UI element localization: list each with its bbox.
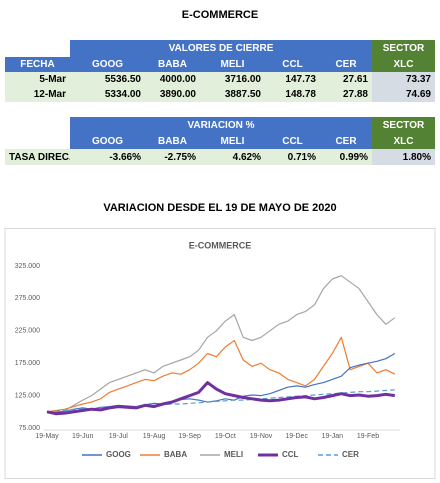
column-header: XLC bbox=[372, 133, 435, 149]
column-header: CER bbox=[320, 57, 372, 72]
column-header: XLC bbox=[372, 57, 435, 72]
legend-label: MELI bbox=[224, 450, 243, 459]
x-tick-label: 19-Jan bbox=[322, 433, 344, 440]
table-cell: 5-Mar bbox=[5, 72, 70, 87]
table-cell: 27.61 bbox=[320, 72, 372, 87]
table-cell: 4000.00 bbox=[145, 72, 200, 87]
table-cell: -3.66% bbox=[70, 149, 145, 165]
table-cell: 74.69 bbox=[372, 87, 435, 102]
x-tick-label: 19-Nov bbox=[250, 433, 273, 440]
table-cell: 1.80% bbox=[372, 149, 435, 165]
chart-heading: VARIACION DESDE EL 19 DE MAYO DE 2020 bbox=[103, 202, 337, 214]
y-tick-label: 275.000 bbox=[15, 295, 40, 302]
x-tick-label: 19-Sep bbox=[178, 433, 201, 440]
column-header: CCL bbox=[265, 57, 320, 72]
column-header: GOOG bbox=[70, 57, 145, 72]
table-cell: 148.78 bbox=[265, 87, 320, 102]
table-cell: 73.37 bbox=[372, 72, 435, 87]
table-cell: 5334.00 bbox=[70, 87, 145, 102]
x-tick-label: 19-Jul bbox=[109, 433, 129, 440]
y-tick-label: 75.000 bbox=[19, 425, 41, 432]
table-cell: -2.75% bbox=[145, 149, 200, 165]
column-header: FECHA bbox=[5, 57, 70, 72]
table-cell: 27.88 bbox=[320, 87, 372, 102]
column-header: MELI bbox=[200, 133, 265, 149]
series-line bbox=[46, 336, 396, 413]
series-line bbox=[46, 352, 396, 413]
column-header: CER bbox=[320, 133, 372, 149]
column-header: BABA bbox=[145, 57, 200, 72]
x-tick-label: 19-Oct bbox=[215, 433, 236, 440]
table-cell: 12-Mar bbox=[5, 87, 70, 102]
column-header: GOOG bbox=[70, 133, 145, 149]
y-tick-label: 175.000 bbox=[15, 360, 40, 367]
page-title: E-COMMERCE bbox=[181, 9, 259, 21]
y-tick-label: 325.000 bbox=[15, 263, 40, 270]
x-tick-label: 19-Jun bbox=[72, 433, 94, 440]
table-cell: 147.73 bbox=[265, 72, 320, 87]
chart: E-COMMERCE 75.000 125.000 175.000 225.000 27… bbox=[4, 228, 436, 479]
column-header: MELI bbox=[200, 57, 265, 72]
table-cell: 0.71% bbox=[265, 149, 320, 165]
table-cell: 0.99% bbox=[320, 149, 372, 165]
group-header: VALORES DE CIERRE bbox=[70, 40, 372, 57]
x-tick-label: 19-Feb bbox=[357, 433, 379, 440]
legend-label: BABA bbox=[164, 450, 187, 459]
table-cell: TASA DIREC. bbox=[5, 149, 72, 165]
legend-label: GOOG bbox=[106, 450, 131, 459]
group-header: VARIACION % bbox=[70, 117, 372, 133]
series-line bbox=[46, 381, 396, 416]
table-cell: 3716.00 bbox=[200, 72, 265, 87]
table-cell: 3887.50 bbox=[200, 87, 265, 102]
legend-label: CER bbox=[342, 450, 359, 459]
chart-title: E-COMMERCE bbox=[189, 240, 252, 250]
sector-header: SECTOR bbox=[372, 40, 435, 57]
y-tick-label: 125.000 bbox=[15, 392, 40, 399]
x-tick-label: 19-Dec bbox=[285, 433, 308, 440]
series-line bbox=[46, 275, 396, 414]
table-cell: 5536.50 bbox=[70, 72, 145, 87]
x-tick-label: 19-May bbox=[35, 433, 59, 440]
y-tick-label: 225.000 bbox=[15, 328, 40, 335]
table-cell: 4.62% bbox=[200, 149, 265, 165]
column-header: CCL bbox=[265, 133, 320, 149]
sector-header: SECTOR bbox=[372, 117, 435, 133]
legend-label: CCL bbox=[282, 450, 299, 459]
x-tick-label: 19-Aug bbox=[143, 433, 166, 440]
table-cell: 3890.00 bbox=[145, 87, 200, 102]
column-header: BABA bbox=[145, 133, 200, 149]
